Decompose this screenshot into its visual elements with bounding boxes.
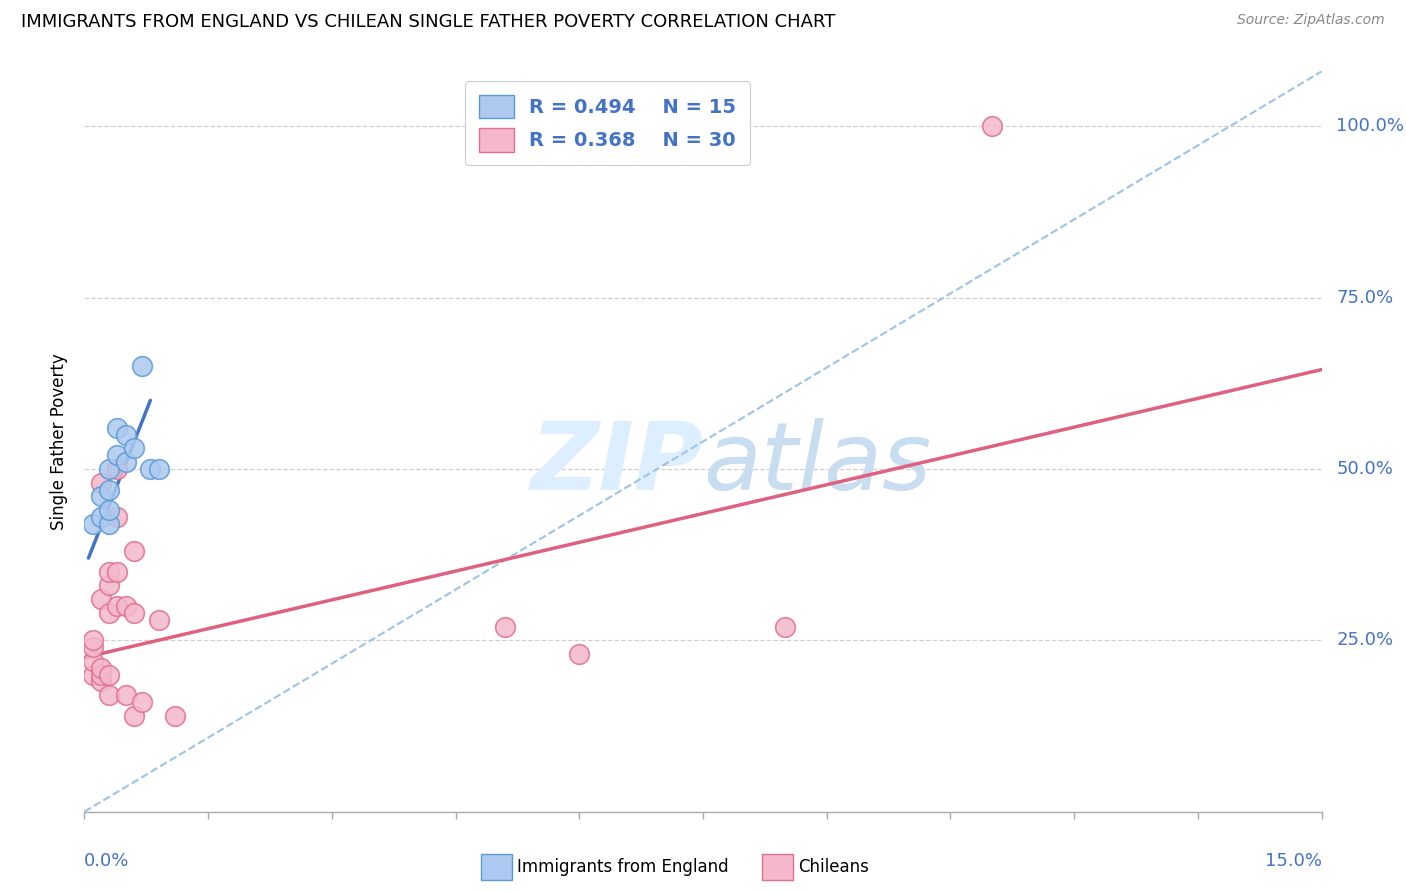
- Point: [82, 654, 104, 668]
- Point: [90, 661, 112, 675]
- Point: [122, 442, 145, 456]
- Point: [90, 475, 112, 490]
- Text: atlas: atlas: [703, 418, 931, 509]
- Y-axis label: Single Father Poverty: Single Father Poverty: [51, 353, 69, 530]
- Text: Source: ZipAtlas.com: Source: ZipAtlas.com: [1237, 13, 1385, 28]
- Point: [90, 510, 112, 524]
- Point: [105, 565, 128, 579]
- Point: [148, 462, 170, 476]
- Point: [494, 619, 516, 633]
- Legend: R = 0.494    N = 15, R = 0.368    N = 30: R = 0.494 N = 15, R = 0.368 N = 30: [465, 81, 749, 166]
- Point: [114, 599, 136, 613]
- Point: [114, 455, 136, 469]
- Point: [131, 695, 153, 709]
- Text: ZIP: ZIP: [530, 417, 703, 509]
- Point: [105, 421, 128, 435]
- Point: [105, 462, 128, 476]
- Point: [114, 427, 136, 442]
- Point: [98, 565, 121, 579]
- Point: [98, 516, 121, 531]
- Point: [82, 640, 104, 655]
- Text: 25.0%: 25.0%: [1337, 632, 1393, 649]
- Point: [122, 708, 145, 723]
- Point: [98, 578, 121, 592]
- Point: [105, 448, 128, 462]
- Point: [122, 606, 145, 620]
- Text: 50.0%: 50.0%: [1337, 460, 1393, 478]
- Point: [980, 119, 1002, 133]
- Point: [105, 510, 128, 524]
- Point: [98, 688, 121, 702]
- Point: [82, 633, 104, 648]
- Point: [165, 708, 187, 723]
- Point: [98, 503, 121, 517]
- Point: [90, 592, 112, 607]
- Text: Immigrants from England: Immigrants from England: [517, 858, 730, 876]
- Text: 75.0%: 75.0%: [1337, 289, 1393, 307]
- Point: [775, 619, 797, 633]
- Text: 0.0%: 0.0%: [84, 853, 129, 871]
- Point: [105, 599, 128, 613]
- Point: [98, 483, 121, 497]
- Point: [139, 462, 162, 476]
- Point: [90, 674, 112, 689]
- Point: [90, 489, 112, 503]
- Point: [98, 606, 121, 620]
- Point: [148, 613, 170, 627]
- Point: [98, 462, 121, 476]
- Point: [114, 688, 136, 702]
- Text: IMMIGRANTS FROM ENGLAND VS CHILEAN SINGLE FATHER POVERTY CORRELATION CHART: IMMIGRANTS FROM ENGLAND VS CHILEAN SINGL…: [21, 13, 835, 31]
- Point: [90, 667, 112, 681]
- Point: [82, 667, 104, 681]
- Text: 15.0%: 15.0%: [1264, 853, 1322, 871]
- Text: Chileans: Chileans: [799, 858, 869, 876]
- Point: [82, 516, 104, 531]
- Point: [568, 647, 591, 661]
- Point: [122, 544, 145, 558]
- Text: 100.0%: 100.0%: [1337, 117, 1405, 136]
- Point: [98, 667, 121, 681]
- Point: [131, 359, 153, 373]
